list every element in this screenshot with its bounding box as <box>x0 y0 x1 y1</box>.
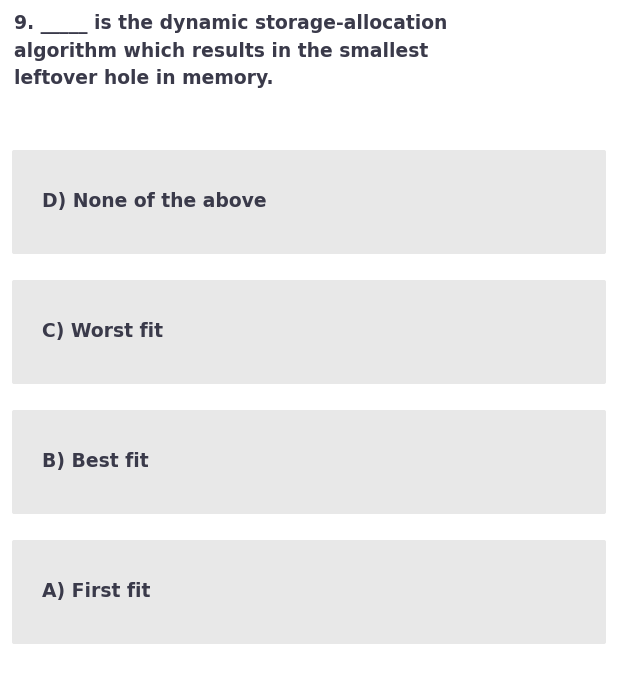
Text: D) None of the above: D) None of the above <box>42 193 266 211</box>
Text: A) First fit: A) First fit <box>42 582 150 601</box>
FancyBboxPatch shape <box>12 150 606 254</box>
Text: B) Best fit: B) Best fit <box>42 452 148 472</box>
FancyBboxPatch shape <box>12 280 606 384</box>
Text: C) Worst fit: C) Worst fit <box>42 323 163 342</box>
FancyBboxPatch shape <box>12 540 606 644</box>
Text: 9. _____ is the dynamic storage-allocation
algorithm which results in the smalle: 9. _____ is the dynamic storage-allocati… <box>14 14 447 88</box>
FancyBboxPatch shape <box>12 410 606 514</box>
